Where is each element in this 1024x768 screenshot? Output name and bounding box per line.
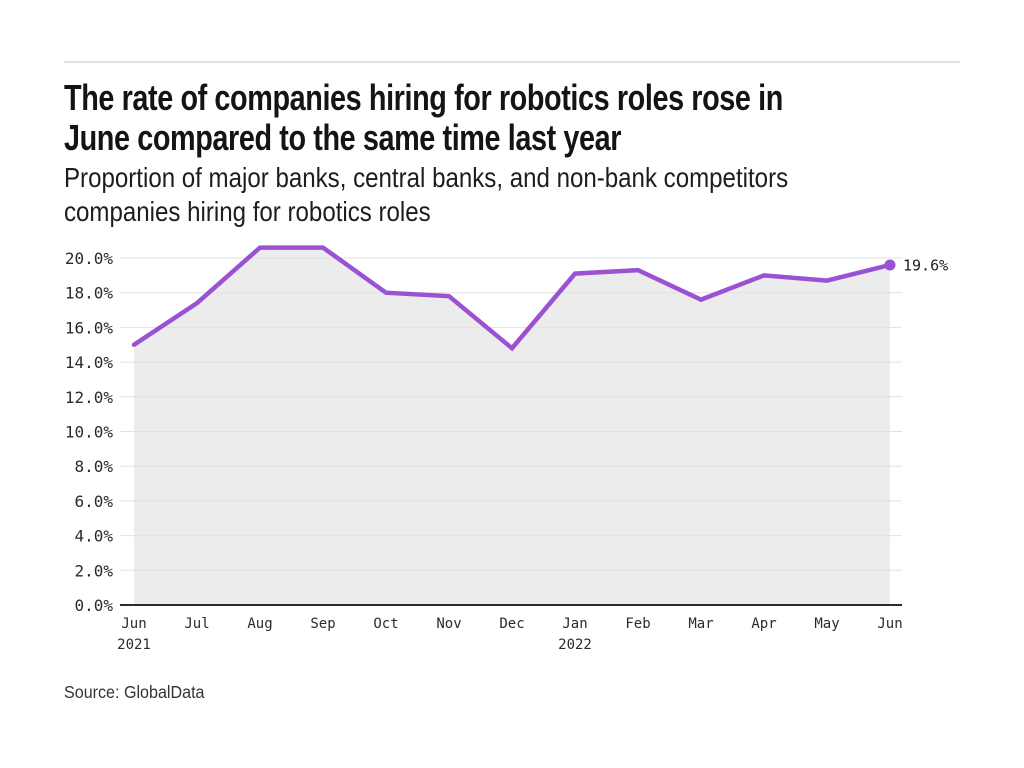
y-tick-label: 14.0% bbox=[65, 353, 114, 372]
x-tick-label: Jun bbox=[121, 616, 146, 632]
x-tick-label: Jun bbox=[877, 616, 902, 632]
source-note: Source: GlobalData bbox=[64, 682, 205, 702]
chart-subtitle-line-1: Proportion of major banks, central banks… bbox=[64, 162, 789, 193]
x-tick-label: Apr bbox=[751, 616, 776, 632]
end-point-label: 19.6% bbox=[903, 256, 948, 274]
x-tick-label: Aug bbox=[247, 616, 272, 632]
x-year-label: 2022 bbox=[558, 637, 592, 653]
y-tick-label: 12.0% bbox=[65, 388, 114, 407]
trend-line bbox=[131, 245, 893, 352]
y-tick-label: 20.0% bbox=[65, 249, 114, 268]
x-tick-label: Oct bbox=[373, 616, 398, 632]
y-tick-label: 16.0% bbox=[65, 318, 114, 337]
chart-subtitle: Proportion of major banks, central banks… bbox=[64, 161, 934, 229]
x-year-label: 2021 bbox=[117, 637, 151, 653]
axis-label-layer: 0.0% 2.0% 4.0% 6.0% 8.0% 10.0% 12.0% 14.0% 16.0%… bbox=[65, 249, 903, 653]
end-point-dot bbox=[884, 259, 896, 271]
chart-title-line-2: June compared to the same time last year bbox=[64, 117, 622, 158]
x-tick-label: Sep bbox=[310, 616, 335, 632]
x-tick-label: Dec bbox=[499, 616, 524, 632]
x-tick-label: Mar bbox=[688, 616, 713, 632]
area-layer bbox=[134, 247, 890, 605]
top-divider bbox=[64, 61, 960, 63]
y-tick-label: 10.0% bbox=[65, 423, 114, 442]
x-tick-label: Feb bbox=[625, 616, 650, 632]
x-tick-label: Jul bbox=[184, 616, 209, 632]
y-tick-label: 2.0% bbox=[74, 561, 113, 580]
series-layer: 19.6% bbox=[131, 245, 948, 352]
x-tick-label: May bbox=[814, 616, 839, 632]
x-tick-label: Jan bbox=[562, 616, 587, 632]
y-tick-label: 8.0% bbox=[74, 457, 113, 476]
y-tick-label: 4.0% bbox=[74, 527, 113, 546]
chart-subtitle-line-2: companies hiring for robotics roles bbox=[64, 196, 431, 227]
chart-title-line-1: The rate of companies hiring for robotic… bbox=[64, 77, 783, 118]
y-tick-label: 18.0% bbox=[65, 284, 114, 303]
chart-title: The rate of companies hiring for robotic… bbox=[64, 78, 934, 158]
y-tick-label: 0.0% bbox=[74, 596, 113, 615]
x-tick-label: Nov bbox=[436, 616, 461, 632]
y-tick-label: 6.0% bbox=[74, 492, 113, 511]
gridline-layer bbox=[120, 257, 902, 606]
area-fill bbox=[134, 247, 890, 605]
